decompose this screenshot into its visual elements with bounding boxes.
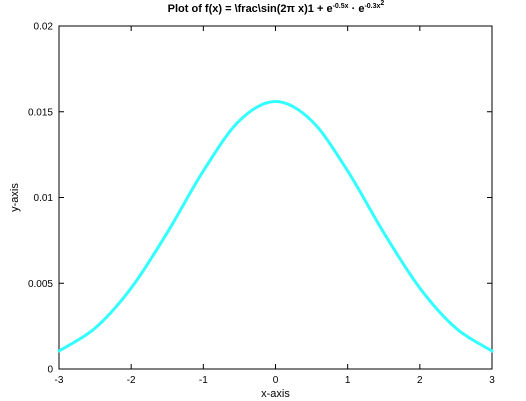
x-tick-label: -2 xyxy=(127,375,136,386)
x-tick-label: -1 xyxy=(199,375,208,386)
title-exponent-2-power: 2 xyxy=(380,0,384,7)
plot-frame xyxy=(58,25,493,370)
x-tick-label: 0 xyxy=(273,375,279,386)
title-middle: · e xyxy=(349,3,365,15)
title-main: Plot of f(x) = \frac\sin(2π x)1 + e xyxy=(168,3,333,15)
y-axis-label: y-axis xyxy=(9,183,21,212)
x-tick-label: 3 xyxy=(489,375,495,386)
title-exponent-1: -0.5x xyxy=(333,3,349,10)
x-tick-label: 2 xyxy=(417,375,423,386)
y-tick-label: 0.015 xyxy=(28,107,53,118)
series-layer xyxy=(57,99,494,353)
x-tick-label: 1 xyxy=(345,375,351,386)
x-axis-label: x-axis xyxy=(261,388,290,400)
series-line xyxy=(57,99,494,353)
x-tick-label: -3 xyxy=(55,375,64,386)
axis-ticks: -3 -2 -1 0 1 2 3 0 0.005 0.01 0.015 0.02 xyxy=(28,22,495,387)
chart-title: Plot of f(x) = \frac\sin(2π x)1 + e-0.5x… xyxy=(168,0,385,15)
y-tick-label: 0.005 xyxy=(28,279,53,290)
title-exponent-2: -0.3x xyxy=(364,3,380,10)
y-tick-label: 0 xyxy=(47,365,53,376)
y-tick-label: 0.01 xyxy=(34,193,54,204)
y-tick-label: 0.02 xyxy=(34,22,54,33)
